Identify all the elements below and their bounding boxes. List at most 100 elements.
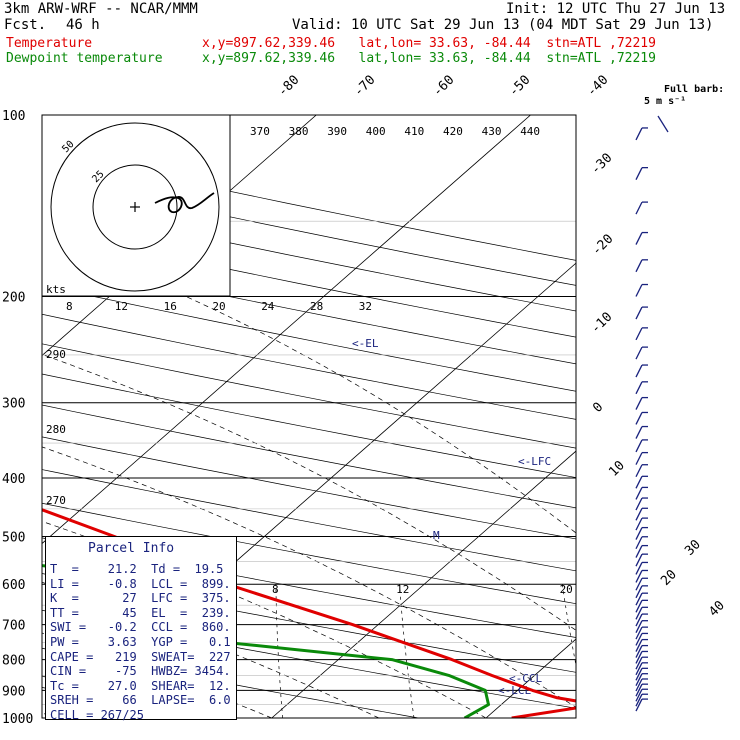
- parcel-info-title: Parcel Info: [88, 541, 175, 556]
- parcel-level-annotation: <-LCL: [498, 684, 531, 697]
- isotherm-label: -70: [351, 73, 378, 100]
- dry-adiabat-label: 400: [366, 125, 386, 138]
- wind-barb: [635, 327, 643, 341]
- dewpoint-location: x,y=897.62,339.46 lat,lon= 33.63, -84.44…: [202, 51, 656, 66]
- pressure-label: 900: [2, 684, 25, 699]
- pressure-label: 1000: [2, 712, 33, 727]
- isotherm-label: -40: [584, 73, 611, 100]
- wind-barb: [635, 613, 643, 627]
- isotherm-label: -10: [588, 310, 615, 337]
- parcel-info-row: SREH = 66 LAPSE= 6.0: [50, 693, 231, 708]
- mixing-ratio-label: 8: [272, 583, 279, 596]
- dry-adiabat-label: 380: [289, 125, 309, 138]
- wind-barb: [635, 645, 643, 658]
- wind-barb: [635, 570, 643, 583]
- pressure-label: 400: [2, 472, 25, 487]
- dry-adiabat-label: 370: [250, 125, 270, 138]
- wind-barb: [635, 656, 643, 670]
- wind-barb: [635, 620, 643, 633]
- pressure-label: 700: [2, 619, 25, 634]
- pressure-label: 600: [2, 578, 25, 593]
- forecast-label: Fcst.: [4, 17, 47, 33]
- parcel-info-panel: Parcel Info T = 21.2 Td = 19.5 LI = -0.8 …: [45, 536, 237, 722]
- isotherm-label: 10: [606, 458, 628, 480]
- wind-barb: [635, 259, 643, 273]
- wind-barb: [635, 651, 643, 664]
- dry-adiabat-label: 430: [482, 125, 502, 138]
- isotherm-label: -80: [275, 73, 302, 100]
- parcel-info-row: LI = -0.8 LCL = 899.: [50, 576, 231, 591]
- wind-barb: [635, 439, 643, 453]
- wind-barb: [635, 476, 643, 489]
- parcel-level-annotation: <-CCL: [509, 672, 542, 685]
- wind-barb: [635, 577, 643, 591]
- wind-barb: [635, 673, 643, 687]
- dewpoint-profile: [42, 564, 490, 718]
- hodograph-axis-label: 32: [359, 300, 372, 313]
- wind-barb: [635, 306, 643, 320]
- forecast-hour: 46 h: [66, 17, 100, 33]
- wind-barb: [635, 527, 643, 540]
- hodograph-axis-label: 12: [115, 300, 128, 313]
- wind-barb: [635, 639, 643, 652]
- wind-barb: [635, 693, 643, 707]
- wind-barb: [635, 562, 643, 575]
- wind-barb: [635, 688, 643, 702]
- parcel-info-row: SWI = -0.2 CCL = 860.: [50, 620, 231, 635]
- wind-barb: [657, 115, 669, 133]
- theta-label: 280: [46, 423, 66, 436]
- wind-barb: [635, 698, 643, 712]
- isotherm-line: [271, 450, 576, 718]
- isotherm-label: -50: [506, 73, 533, 100]
- dry-adiabat-label: 420: [443, 125, 463, 138]
- wind-barb: [635, 346, 643, 360]
- wind-barb: [635, 600, 643, 613]
- dry-adiabat-label: 440: [520, 125, 540, 138]
- isotherm-label: -60: [430, 73, 457, 100]
- pressure-label: 500: [2, 530, 25, 545]
- wind-barb: [635, 585, 643, 599]
- wind-barb: [635, 536, 643, 550]
- wind-barb: [635, 426, 643, 439]
- hodograph-units: kts: [46, 283, 66, 296]
- wind-barb: [635, 464, 643, 478]
- wind-barb: [635, 517, 643, 531]
- hodograph-trace: [154, 192, 215, 213]
- wind-barb: [635, 497, 643, 511]
- pressure-label: 200: [2, 291, 25, 306]
- parcel-level-annotation: <-EL: [352, 337, 379, 350]
- isotherm-label: -20: [589, 232, 616, 259]
- parcel-info-row: K = 27 LFC = 375.: [50, 591, 231, 606]
- wind-barb: [635, 607, 643, 620]
- valid-time: Valid: 10 UTC Sat 29 Jun 13 (04 MDT Sat …: [292, 17, 714, 33]
- isotherm-label: 40: [706, 598, 728, 620]
- wind-barb: [635, 668, 643, 681]
- hodograph-panel: [41, 114, 231, 297]
- temperature-profile: [42, 508, 576, 718]
- mixing-ratio-label: 20: [560, 583, 573, 596]
- wind-barb: [635, 412, 643, 425]
- wind-barb: [635, 545, 643, 558]
- wind-barb: [635, 507, 643, 521]
- isotherm-line: [700, 115, 740, 718]
- wind-barb: [635, 381, 643, 395]
- pressure-label: 300: [2, 397, 25, 412]
- hodograph-axis-label: 8: [66, 300, 73, 313]
- mixing-ratio-label: 12: [396, 583, 409, 596]
- hodograph-ring: [50, 122, 220, 292]
- wind-barb: [635, 364, 643, 378]
- wind-barb: [635, 487, 643, 500]
- pressure-label: 100: [2, 109, 25, 124]
- dry-adiabat-label: 410: [404, 125, 424, 138]
- isotherm-label: 20: [658, 567, 680, 589]
- theta-label: 270: [46, 494, 66, 507]
- pressure-label: 800: [2, 654, 25, 669]
- model-title: 3km ARW-WRF -- NCAR/MMM: [4, 1, 198, 17]
- parcel-level-annotation: M: [433, 529, 440, 542]
- wind-barb: [635, 678, 643, 692]
- wind-barb: [635, 201, 643, 215]
- hodograph-axis-label: 28: [310, 300, 323, 313]
- isotherm-label: 0: [590, 400, 606, 416]
- wind-barb: [635, 127, 643, 141]
- barb-key-value: 5 m s⁻¹: [644, 96, 686, 107]
